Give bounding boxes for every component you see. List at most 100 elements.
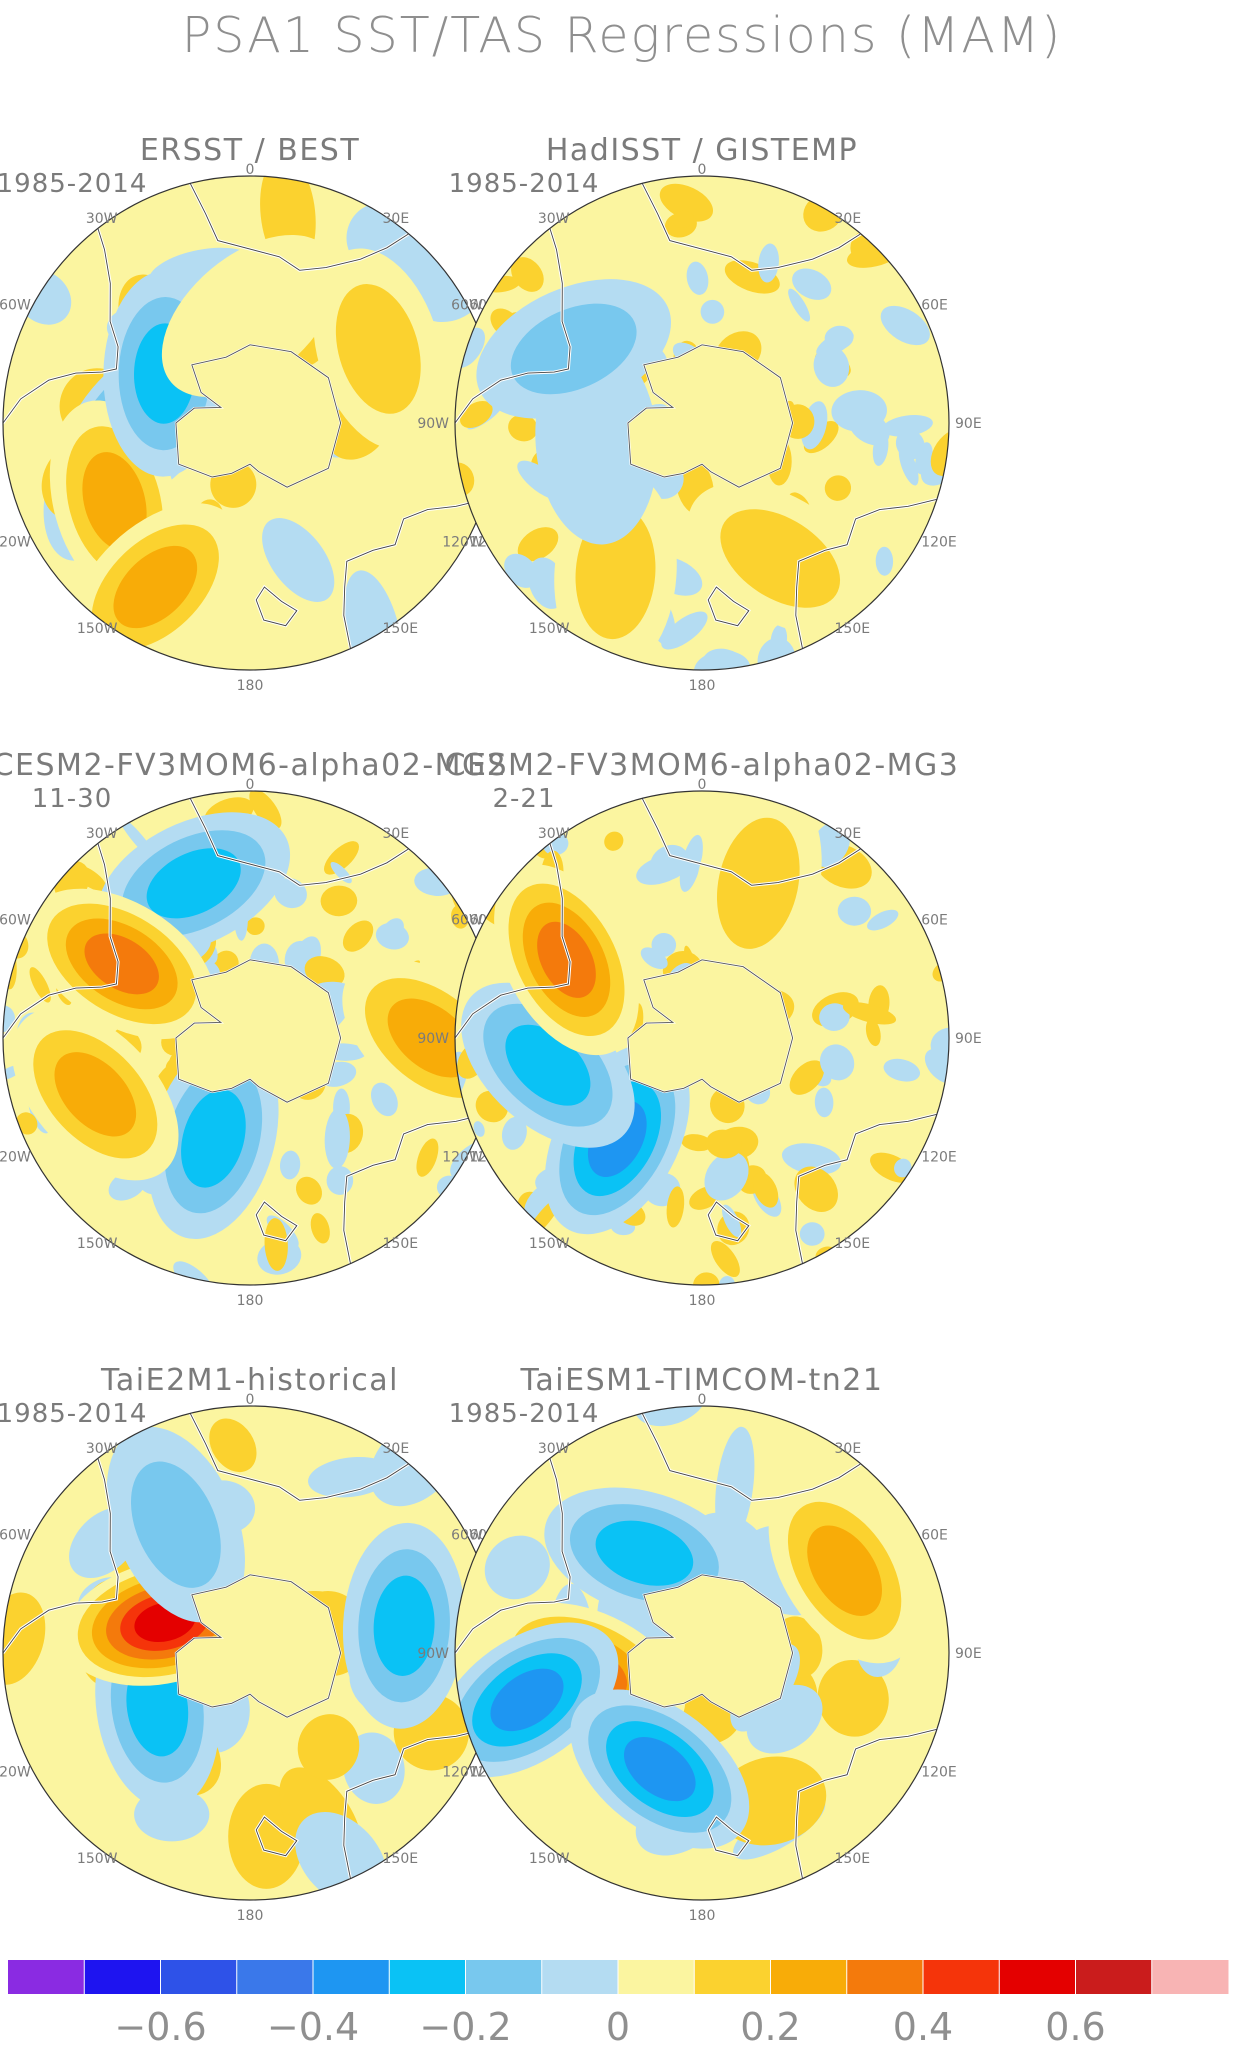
field-patch [672, 210, 695, 228]
field-patch [781, 1143, 842, 1175]
longitude-label: 90W [417, 416, 449, 432]
longitude-label: 30W [538, 1441, 570, 1457]
panel-period: 11-30 [32, 784, 113, 814]
panel-title: CESM2-FV3MOM6-alpha02-MG3 [445, 748, 960, 783]
panel-title: ERSST / BEST [140, 133, 360, 168]
longitude-label: 120E [921, 1150, 957, 1166]
australia-coast [795, 1113, 938, 1264]
panel-title: TaiESM1-TIMCOM-tn21 [520, 1363, 884, 1398]
map-panel: ERSST / BEST1985-2014030E60E90E120E150E1… [0, 133, 530, 694]
field-patch [342, 920, 374, 952]
panel-title: TaiE2M1-historical [100, 1363, 399, 1398]
new-zealand-coast [707, 586, 750, 627]
africa-coast [189, 1413, 410, 1501]
colorbar-swatch [923, 1960, 1000, 1994]
longitude-label: 180 [689, 678, 716, 694]
field-patch [789, 1060, 825, 1095]
anomaly-contour [130, 1461, 221, 1588]
field-patch [721, 1204, 742, 1238]
new-zealand-coast [707, 1816, 750, 1857]
field-patch [794, 1166, 838, 1212]
anomaly-contour [82, 452, 147, 551]
new-zealand-coast [255, 1816, 298, 1857]
panel-period: 1985-2014 [449, 169, 600, 199]
longitude-label: 60W [0, 298, 31, 314]
anomaly-contour [720, 509, 841, 608]
field-patch [508, 414, 538, 442]
field-patch [705, 1129, 742, 1159]
field-patch [831, 390, 887, 432]
map-panels: ERSST / BEST 1985-2014 0 30E 60E 90E 120E 150E 1… [0, 133, 982, 1924]
longitude-label: 0 [698, 777, 707, 793]
field-patch [304, 956, 345, 988]
africa-coast [641, 183, 862, 271]
field-patch [710, 1240, 740, 1278]
longitude-label: 150E [835, 1851, 871, 1867]
field-patch [517, 527, 559, 562]
colorbar-swatch [313, 1960, 390, 1994]
field-patch [752, 1172, 779, 1208]
longitude-label: 120W [0, 1150, 31, 1166]
field-patch [700, 299, 725, 324]
anomaly-contour [181, 1089, 246, 1188]
longitude-label: 60W [451, 1528, 483, 1544]
field-patch [634, 1406, 707, 1427]
longitude-label: 150E [383, 621, 419, 637]
longitude-label: 90E [955, 416, 982, 432]
new-zealand-coast [255, 1201, 298, 1242]
south-america-coast [455, 843, 571, 1039]
field-patch [865, 1018, 881, 1047]
longitude-label: 0 [246, 1392, 255, 1408]
colorbar-swatch [160, 1960, 238, 1994]
south-america-coast [455, 1458, 571, 1654]
longitude-label: 150E [835, 1236, 871, 1252]
longitude-label: 60E [921, 1528, 948, 1544]
longitude-label: 60E [921, 913, 948, 929]
field-patch [29, 967, 51, 1003]
colorbar-swatch [618, 1960, 695, 1994]
longitude-label: 120W [442, 535, 483, 551]
regression-field [455, 176, 949, 670]
south-america-coast [3, 843, 119, 1039]
field-patch [788, 288, 811, 322]
panel-title: CESM2-FV3MOM6-alpha02-MG2 [0, 748, 507, 783]
panel-period: 1985-2014 [449, 1399, 600, 1429]
longitude-label: 30W [86, 826, 118, 842]
field-patch [264, 1218, 288, 1271]
colorbar: −0.6 −0.4 −0.2 0 0.2 0.4 0.6 [8, 1960, 1229, 2046]
longitude-label: 30E [383, 211, 410, 227]
field-patch [842, 1002, 897, 1025]
field-patch [246, 917, 265, 936]
field-patch [930, 429, 949, 476]
field-patch [324, 1108, 350, 1169]
field-patch [370, 1082, 398, 1117]
field-patch [15, 1112, 38, 1135]
field-patch [799, 1222, 825, 1246]
field-patch [501, 1116, 527, 1150]
longitude-label: 90E [955, 1031, 982, 1047]
longitude-label: 150W [529, 1851, 570, 1867]
longitude-label: 0 [246, 162, 255, 178]
longitude-label: 30W [538, 826, 570, 842]
africa-coast [189, 798, 410, 886]
anomaly-contour [54, 1052, 137, 1137]
field-patch [3, 1005, 15, 1033]
longitude-label: 30W [86, 211, 118, 227]
longitude-label: 150W [529, 621, 570, 637]
antarctica-coast [175, 959, 342, 1103]
longitude-label: 120W [442, 1150, 483, 1166]
longitude-label: 150E [383, 1851, 419, 1867]
regression-field [455, 1406, 949, 1900]
field-patch [693, 472, 709, 489]
field-patch [701, 648, 754, 670]
field-patch [209, 1418, 257, 1473]
longitude-label: 90E [955, 1646, 982, 1662]
longitude-label: 30E [383, 826, 410, 842]
colorbar-swatch [770, 1960, 848, 1994]
panel-period: 1985-2014 [0, 1399, 147, 1429]
field-patch [894, 1158, 912, 1178]
longitude-label: 30E [383, 1441, 410, 1457]
longitude-label: 120W [442, 1765, 483, 1781]
